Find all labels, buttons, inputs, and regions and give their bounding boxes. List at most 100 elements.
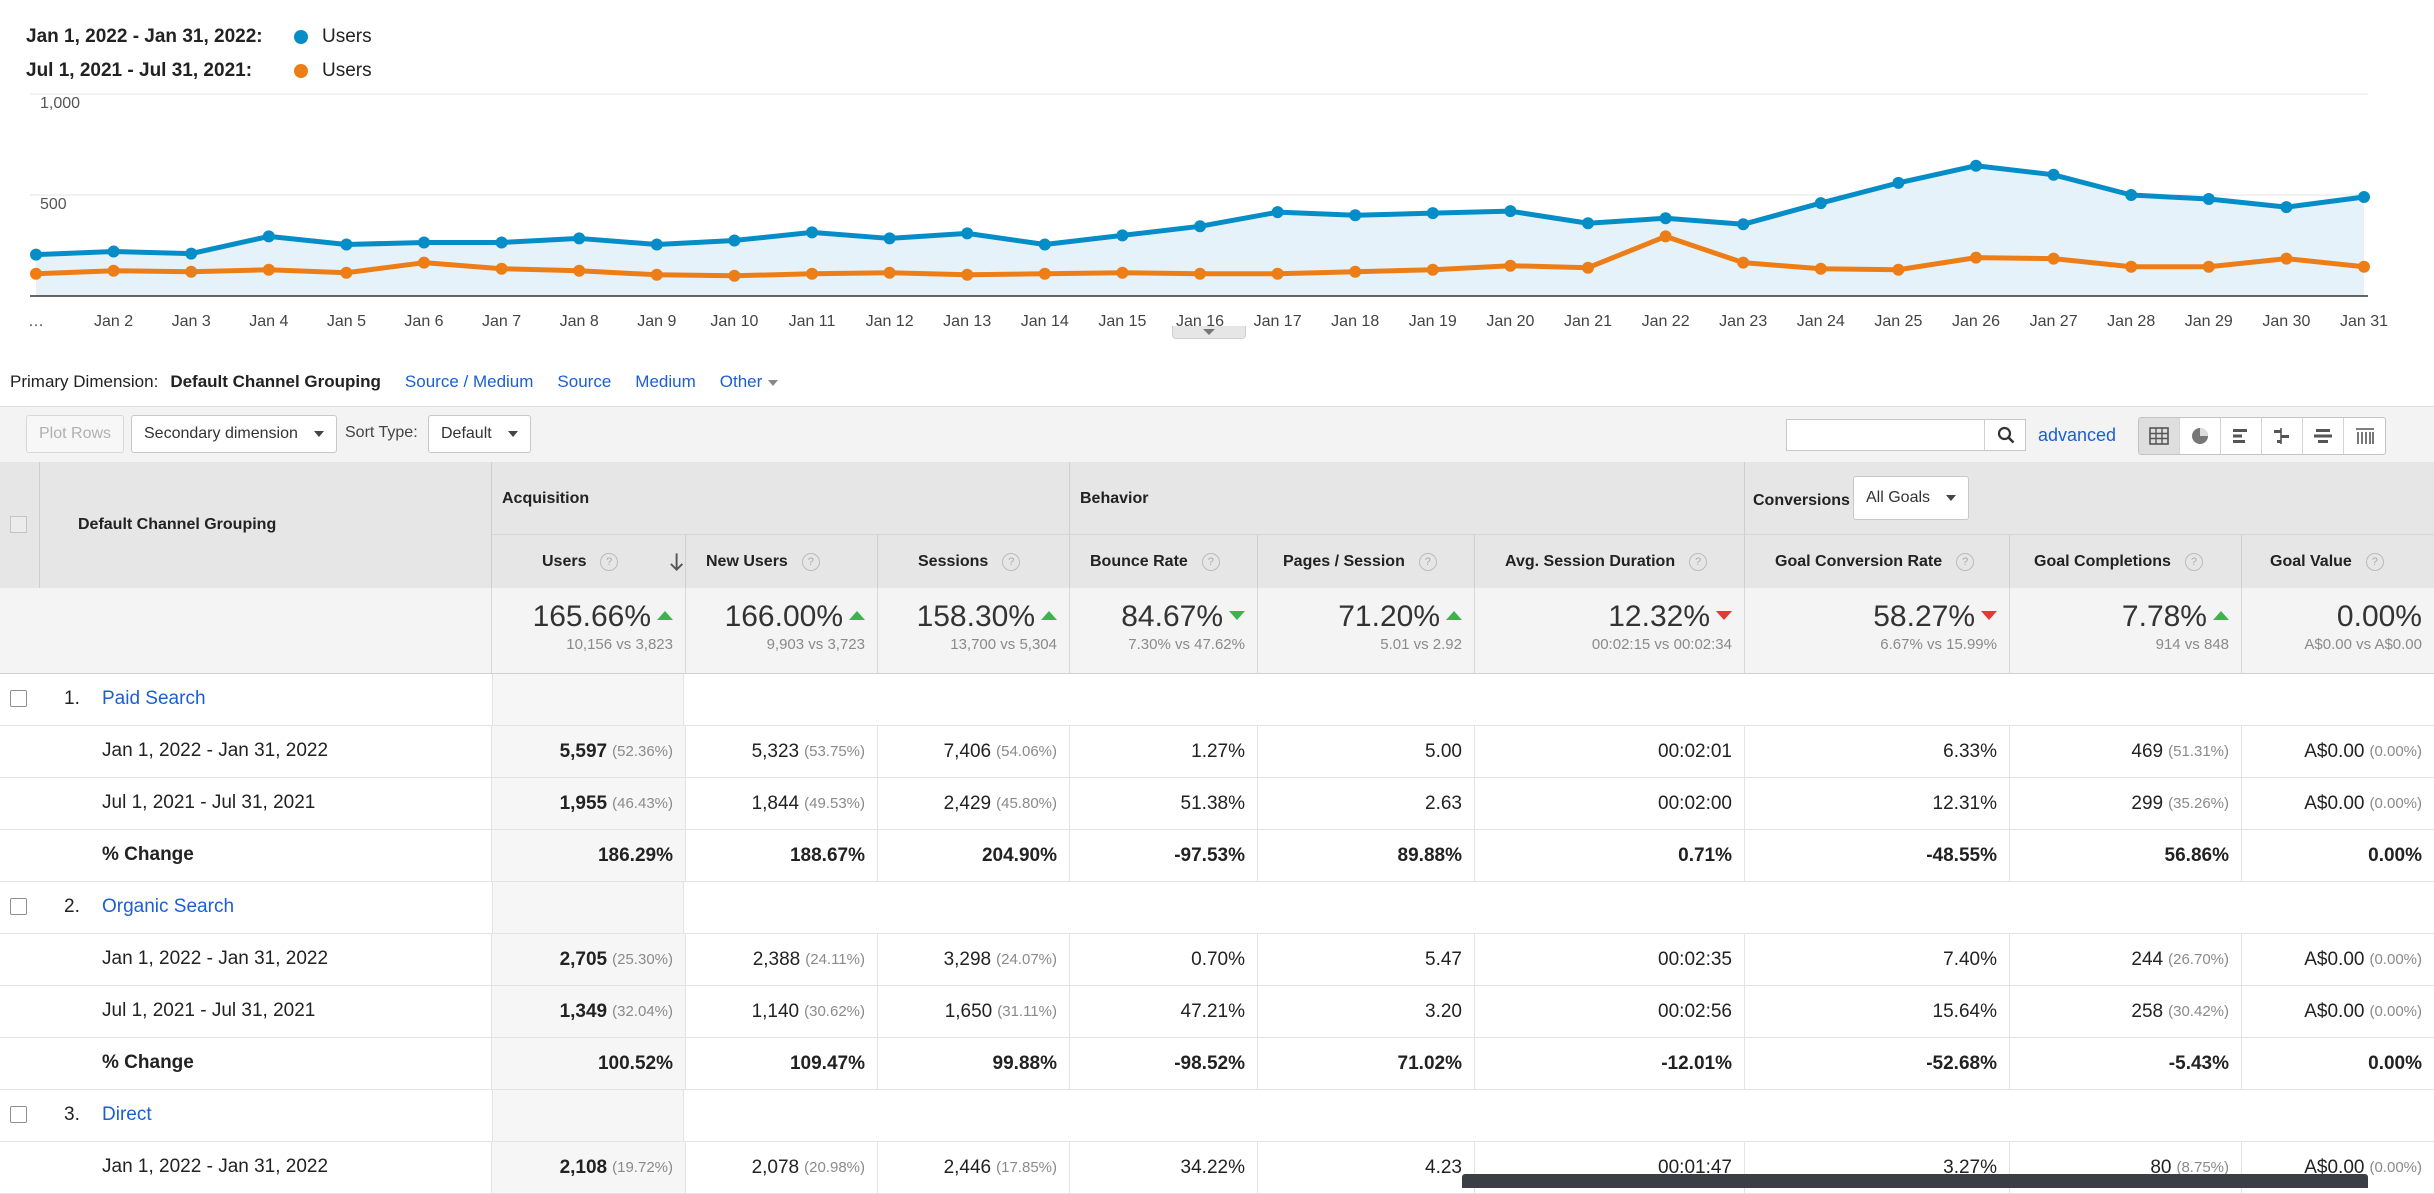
data-point-current[interactable] [340,238,353,251]
data-point-current[interactable] [2202,193,2215,206]
col-header-goal-completions[interactable]: Goal Completions? [2010,534,2242,588]
data-point-current[interactable] [107,245,120,258]
data-point-current[interactable] [1892,176,1905,189]
dimension-column-header[interactable]: Default Channel Grouping [40,462,492,588]
data-point-previous[interactable] [1504,259,1517,272]
search-button[interactable] [1984,420,2026,450]
data-point-previous[interactable] [1659,230,1672,243]
data-point-current[interactable] [2125,189,2138,201]
data-point-previous[interactable] [1737,256,1750,269]
data-point-previous[interactable] [1349,265,1362,278]
channel-link[interactable]: Direct [102,1104,152,1125]
dimension-source-medium[interactable]: Source / Medium [404,372,534,391]
help-icon[interactable]: ? [2365,552,2384,571]
data-point-previous[interactable] [1814,262,1827,275]
col-header-avg-session-duration[interactable]: Avg. Session Duration? [1475,534,1745,588]
users-line-chart[interactable]: 1,000 500 … Jan 2 Jan 3 Jan 4 Jan 5 Jan 6 Jan 7 J… [0,88,2434,328]
data-point-previous[interactable] [728,269,741,282]
data-point-previous[interactable] [262,263,275,276]
dimension-default-channel-grouping[interactable]: Default Channel Grouping [170,372,381,391]
data-point-previous[interactable] [107,264,120,277]
sort-type-dropdown[interactable]: Default [428,415,531,453]
data-point-current[interactable] [650,238,663,251]
col-header-goal-value[interactable]: Goal Value? [2242,534,2434,588]
data-point-current[interactable] [1194,220,1206,233]
data-point-current[interactable] [573,232,586,245]
data-point-current[interactable] [961,227,974,240]
channel-link[interactable]: Paid Search [102,688,206,709]
data-point-previous[interactable] [1970,251,1982,264]
col-header-sessions[interactable]: Sessions? [878,534,1070,588]
chart-collapse-handle[interactable] [1172,326,1246,339]
data-point-previous[interactable] [1194,267,1206,280]
help-icon[interactable]: ? [2184,552,2203,571]
sort-descending-arrow-icon[interactable] [668,551,685,573]
data-point-current[interactable] [262,230,275,243]
data-point-current[interactable] [30,248,42,261]
data-point-current[interactable] [1349,209,1362,222]
data-point-current[interactable] [1271,206,1284,219]
table-search-input[interactable] [1790,422,1974,450]
view-performance-button[interactable] [2221,418,2262,454]
data-point-previous[interactable] [1892,263,1905,276]
goals-dropdown[interactable]: All Goals [1853,476,1970,520]
data-point-previous[interactable] [30,267,42,280]
row-checkbox[interactable] [10,690,27,707]
data-point-previous[interactable] [1582,261,1594,274]
view-pivot-button[interactable] [2344,418,2385,454]
col-header-new-users[interactable]: New Users? [686,534,878,588]
data-point-previous[interactable] [650,268,663,281]
secondary-dimension-dropdown[interactable]: Secondary dimension [131,415,337,453]
data-point-current[interactable] [1426,207,1439,220]
view-pie-button[interactable] [2180,418,2221,454]
data-point-current[interactable] [1116,229,1129,242]
data-point-previous[interactable] [806,267,818,280]
col-header-goal-conversion-rate[interactable]: Goal Conversion Rate? [1745,534,2010,588]
dimension-other-dropdown[interactable]: Other [720,372,779,392]
data-point-current[interactable] [1737,218,1750,231]
data-point-previous[interactable] [2280,252,2293,265]
help-icon[interactable]: ? [1689,552,1708,571]
advanced-filter-link[interactable]: advanced [2038,425,2117,445]
data-point-previous[interactable] [1271,267,1284,280]
help-icon[interactable]: ? [600,552,618,571]
data-point-previous[interactable] [418,256,430,269]
data-point-current[interactable] [418,236,430,249]
dimension-source[interactable]: Source [557,372,612,391]
data-point-previous[interactable] [961,268,974,281]
col-header-users[interactable]: Users? [492,534,686,588]
help-icon[interactable]: ? [801,552,820,571]
row-checkbox[interactable] [10,898,27,915]
view-term-cloud-button[interactable] [2303,418,2344,454]
help-icon[interactable]: ? [1956,552,1975,571]
data-point-current[interactable] [2358,191,2370,204]
view-comparison-button[interactable] [2262,418,2303,454]
data-point-previous[interactable] [883,266,896,279]
view-table-button[interactable] [2139,418,2180,454]
data-point-current[interactable] [728,234,741,247]
data-point-previous[interactable] [1426,263,1439,276]
help-icon[interactable]: ? [1002,552,1021,571]
data-point-current[interactable] [883,232,896,245]
data-point-current[interactable] [1038,238,1051,251]
data-point-previous[interactable] [1038,267,1051,280]
col-header-bounce-rate[interactable]: Bounce Rate? [1070,534,1258,588]
data-point-previous[interactable] [495,262,508,275]
channel-link[interactable]: Organic Search [102,896,235,917]
data-point-current[interactable] [495,236,508,249]
help-icon[interactable]: ? [1418,552,1437,571]
data-point-current[interactable] [1659,212,1672,225]
col-header-pages-session[interactable]: Pages / Session? [1258,534,1475,588]
data-point-current[interactable] [1582,217,1594,230]
data-point-previous[interactable] [2202,260,2215,273]
data-point-previous[interactable] [1116,266,1129,279]
data-point-current[interactable] [185,247,198,260]
data-point-current[interactable] [1814,197,1827,210]
data-point-current[interactable] [1504,205,1517,218]
data-point-current[interactable] [1970,159,1982,172]
data-point-previous[interactable] [185,265,198,278]
row-checkbox[interactable] [10,1106,27,1123]
data-point-current[interactable] [2280,201,2293,214]
data-point-previous[interactable] [573,264,586,277]
data-point-previous[interactable] [2047,252,2060,265]
